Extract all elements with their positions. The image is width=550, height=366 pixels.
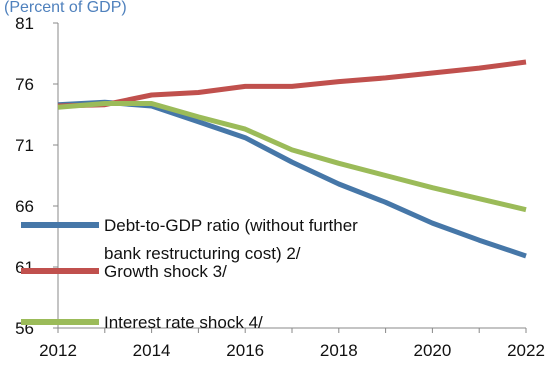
x-tick-label: 2014 <box>133 341 171 360</box>
series-line-2 <box>57 59 527 109</box>
legend-label-1: Debt-to-GDP ratio (without further <box>104 216 358 235</box>
x-tick-label: 2018 <box>320 341 358 360</box>
legend: Debt-to-GDP ratio (without further bank r… <box>21 216 358 332</box>
series-line-3 <box>57 101 527 213</box>
x-tick-label: 2020 <box>413 341 451 360</box>
legend-label-2: Growth shock 3/ <box>104 262 227 281</box>
chart-subtitle: (Percent of GDP) <box>4 0 127 16</box>
y-tick-label: 66 <box>15 197 34 216</box>
series-layer <box>57 59 527 259</box>
y-tick-label: 81 <box>15 14 34 33</box>
x-tick-label: 2016 <box>226 341 264 360</box>
legend-label-1: bank restructuring cost) 2/ <box>104 244 301 263</box>
y-tick-label: 71 <box>15 136 34 155</box>
x-tick-label: 2022 <box>507 341 545 360</box>
legend-label-3: Interest rate shock 4/ <box>104 313 263 332</box>
y-tick-label: 61 <box>15 258 34 277</box>
x-tick-label: 2012 <box>39 341 77 360</box>
y-tick-label: 76 <box>15 75 34 94</box>
